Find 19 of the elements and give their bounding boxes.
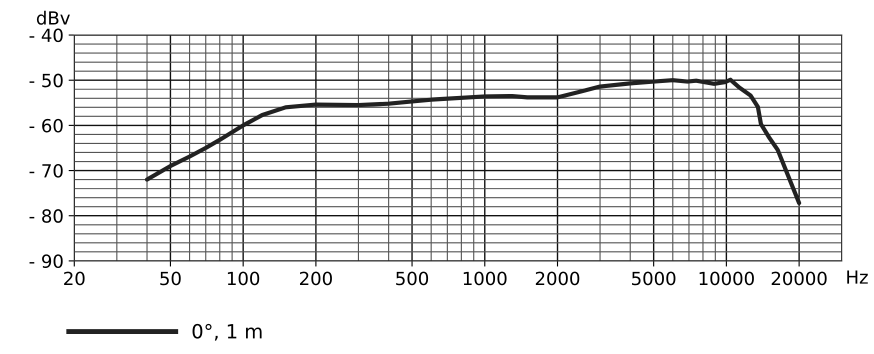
y-tick-label: - 80 bbox=[30, 209, 63, 223]
x-tick-label: 200 bbox=[300, 272, 332, 286]
x-tick-label: 500 bbox=[396, 272, 428, 286]
x-tick-label: 5000 bbox=[632, 272, 676, 286]
y-tick-label: - 90 bbox=[30, 254, 63, 268]
x-axis-title: Hz bbox=[847, 270, 868, 284]
y-tick-label: - 50 bbox=[30, 74, 63, 88]
y-tick-label: - 40 bbox=[30, 28, 63, 42]
y-tick-label: - 70 bbox=[30, 164, 63, 178]
y-axis-title: dBv bbox=[36, 10, 70, 25]
x-tick-label: 20000 bbox=[772, 272, 827, 286]
x-tick-label: 20 bbox=[64, 272, 85, 286]
x-tick-label: 2000 bbox=[536, 272, 580, 286]
x-tick-label: 100 bbox=[228, 272, 260, 286]
x-tick-label: 50 bbox=[160, 272, 181, 286]
text: 0°, 1 m bbox=[192, 324, 262, 341]
x-tick-label: 1000 bbox=[464, 272, 507, 286]
x-tick-label: 10000 bbox=[700, 272, 754, 286]
y-tick-label: - 60 bbox=[30, 118, 63, 133]
